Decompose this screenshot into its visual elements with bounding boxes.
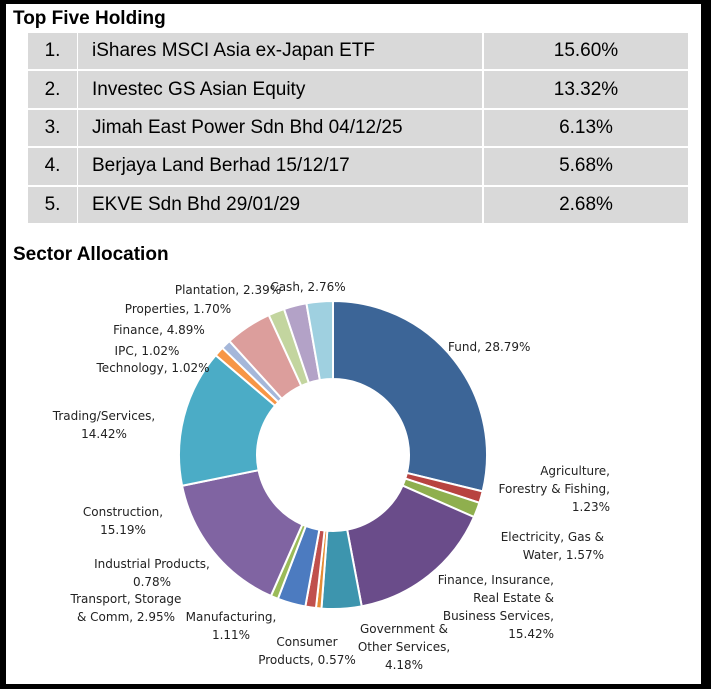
holding-name: Jimah East Power Sdn Bhd 04/12/25 — [77, 108, 483, 149]
slice-label-line: Transport, Storage — [70, 592, 182, 606]
slice-label-line: Finance, Insurance, — [438, 573, 554, 587]
holding-name: iShares MSCI Asia ex-Japan ETF — [77, 33, 483, 72]
holding-row: 2. Investec GS Asian Equity 13.32% — [28, 70, 688, 110]
holding-rank: 4. — [28, 147, 78, 187]
slice-label-line: Construction, — [83, 505, 163, 519]
slice-label-line: Plantation, 2.39% — [175, 283, 281, 297]
slice-label-line: 4.18% — [385, 658, 423, 672]
holding-name: Berjaya Land Berhad 15/12/17 — [77, 147, 483, 187]
slice-label: Manufacturing, 1.11% — [186, 610, 277, 642]
holding-rank: 3. — [28, 108, 78, 149]
holding-percent: 5.68% — [482, 147, 688, 187]
slice-label: Agriculture, Forestry & Fishing, 1.23% — [499, 464, 610, 514]
holding-rank: 2. — [28, 70, 78, 110]
slice-label: Finance, 4.89% — [113, 323, 205, 337]
top-holdings-title: Top Five Holding — [13, 8, 166, 29]
slice-label-line: 15.19% — [100, 523, 146, 537]
slice-label: Transport, Storage & Comm, 2.95% — [70, 592, 182, 624]
slice-label-line: Technology, 1.02% — [96, 361, 210, 375]
slice-label: Industrial Products, 0.78% — [94, 557, 210, 589]
slice-label-line: Agriculture, — [540, 464, 610, 478]
slice-label-line: Finance, 4.89% — [113, 323, 205, 337]
holdings-table: 1. iShares MSCI Asia ex-Japan ETF 15.60% 2.… — [28, 33, 688, 225]
holding-row: 5. EKVE Sdn Bhd 29/01/29 2.68% — [28, 185, 688, 225]
slice-label: Construction, 15.19% — [83, 505, 163, 537]
slice-label-line: Cash, 2.76% — [270, 280, 345, 294]
slice-label-line: Water, 1.57% — [523, 548, 604, 562]
slice-label-line: IPC, 1.02% — [115, 344, 180, 358]
holding-name: Investec GS Asian Equity — [77, 70, 483, 110]
slice-label-line: Forestry & Fishing, — [499, 482, 610, 496]
slice-label: Technology, 1.02% — [96, 361, 210, 375]
holding-percent: 15.60% — [482, 33, 688, 72]
holding-row: 4. Berjaya Land Berhad 15/12/17 5.68% — [28, 147, 688, 187]
slice-label-line: Business Services, — [443, 609, 554, 623]
slice-label-line: Properties, 1.70% — [125, 302, 231, 316]
slice-label: Fund, 28.79% — [448, 340, 530, 354]
slice-label-line: 1.23% — [572, 500, 610, 514]
sector-donut-chart: Fund, 28.79% Agriculture, Forestry & Fishi… — [52, 280, 610, 672]
slice-label-line: Consumer — [276, 635, 337, 649]
slice-label-line: Fund, 28.79% — [448, 340, 530, 354]
holding-rank: 5. — [28, 185, 78, 225]
slice-label: Consumer Products, 0.57% — [258, 635, 356, 667]
holding-name: EKVE Sdn Bhd 29/01/29 — [77, 185, 483, 225]
slice-label: Cash, 2.76% — [270, 280, 345, 294]
report-panel: Top Five Holding 1. iShares MSCI Asia ex-… — [6, 4, 701, 684]
slice-label: Trading/Services, 14.42% — [52, 409, 156, 441]
sector-allocation-title: Sector Allocation — [13, 244, 169, 265]
slice-label: Plantation, 2.39% — [175, 283, 281, 297]
slice-label: Properties, 1.70% — [125, 302, 231, 316]
holding-percent: 6.13% — [482, 108, 688, 149]
donut-slice — [305, 299, 334, 382]
slice-label-line: 0.78% — [133, 575, 171, 589]
slice-label-line: Real Estate & — [473, 591, 554, 605]
slice-label-line: Electricity, Gas & — [501, 530, 604, 544]
slice-label-line: Manufacturing, — [186, 610, 277, 624]
holding-row: 1. iShares MSCI Asia ex-Japan ETF 15.60% — [28, 33, 688, 72]
slice-label: IPC, 1.02% — [115, 344, 180, 358]
donut-slice — [332, 299, 488, 493]
slice-label-line: Other Services, — [358, 640, 450, 654]
slice-label-line: 1.11% — [212, 628, 250, 642]
slice-label-line: 15.42% — [508, 627, 554, 641]
slice-label: Finance, Insurance, Real Estate & Business… — [438, 573, 554, 641]
slice-label: Electricity, Gas & Water, 1.57% — [501, 530, 604, 562]
slice-label-line: Government & — [360, 622, 448, 636]
holding-row: 3. Jimah East Power Sdn Bhd 04/12/25 6.13% — [28, 108, 688, 149]
slice-label-line: Products, 0.57% — [258, 653, 356, 667]
holding-percent: 2.68% — [482, 185, 688, 225]
slice-label-line: Trading/Services, — [52, 409, 156, 423]
slice-label: Government & Other Services, 4.18% — [358, 622, 450, 672]
holding-rank: 1. — [28, 33, 78, 72]
slice-label-line: Industrial Products, — [94, 557, 210, 571]
holding-percent: 13.32% — [482, 70, 688, 110]
slice-label-line: & Comm, 2.95% — [77, 610, 175, 624]
slice-label-line: 14.42% — [81, 427, 127, 441]
donut-slice — [180, 469, 304, 598]
